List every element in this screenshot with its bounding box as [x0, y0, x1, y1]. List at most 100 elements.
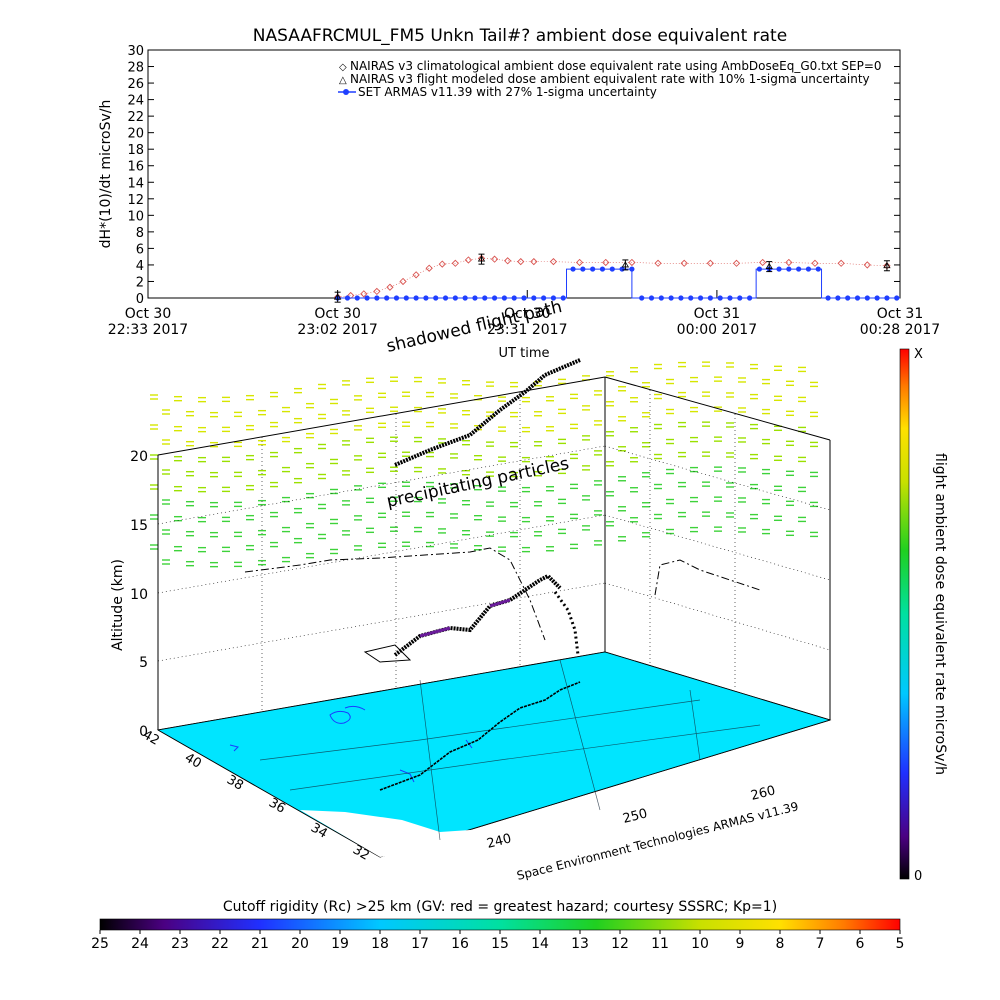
x-tick-label-time: 23:31 2017: [487, 322, 567, 338]
series-armas-line: [337, 268, 900, 299]
armas-point: [531, 295, 537, 301]
y-tick-label: 20: [127, 127, 144, 142]
armas-point: [452, 295, 458, 301]
rigidity-colorbar-gradient: [99, 918, 901, 931]
state-boundaries: [259, 659, 761, 841]
nairas-clim-point: [680, 259, 688, 267]
armas-point: [393, 295, 400, 301]
rigidity-tick-label: 6: [856, 936, 865, 952]
armas-point: [511, 295, 517, 301]
rigidity-colorbar: Cutoff rigidity (Rc) >25 km (GV: red = g…: [91, 899, 904, 952]
armas-point: [442, 295, 449, 301]
armas-point: [894, 295, 900, 301]
nairas-clim-point: [373, 287, 381, 296]
flight-path-purple-segment-2: [489, 598, 511, 608]
projection-dashed-left: [244, 547, 546, 641]
altitude-tick-label: 10: [130, 587, 148, 603]
flight-path: [393, 573, 562, 657]
armas-point: [786, 266, 792, 272]
nairas-clim-point: [386, 283, 394, 291]
y-tick-label: 2: [136, 275, 144, 290]
armas-point: [864, 295, 870, 301]
armas-point: [697, 295, 704, 301]
armas-point: [688, 295, 694, 301]
x-tick-label-time: 22:33 2017: [108, 322, 188, 338]
dose-colorbar-bottom: 0: [914, 869, 922, 884]
rigidity-tick-label: 23: [171, 936, 189, 952]
armas-point: [423, 295, 429, 301]
armas-point: [648, 295, 655, 301]
altitude-axis-label: Altitude (km): [110, 559, 126, 651]
rigidity-tick-label: 18: [371, 936, 389, 952]
armas-point: [344, 295, 351, 301]
nairas-clim-point: [654, 259, 662, 267]
latitude-tick-label: 34: [308, 820, 330, 841]
dose-colorbar-top: X: [914, 347, 923, 362]
y-tick-label: 6: [136, 242, 144, 257]
armas-point: [462, 295, 468, 301]
armas-point: [599, 266, 606, 272]
top-y-axis-label: dH*(10)/dt microSv/h: [98, 100, 114, 249]
y-tick-label: 8: [136, 226, 144, 241]
armas-point: [854, 295, 861, 301]
nairas-clim-point: [549, 257, 558, 266]
projection-dashed-right: [654, 559, 761, 596]
rigidity-tick-label: 24: [131, 936, 149, 952]
armas-point: [815, 266, 821, 272]
armas-point: [384, 295, 390, 301]
latitude-tick-label: 40: [182, 750, 204, 771]
armas-point: [570, 266, 576, 272]
armas-point: [501, 295, 507, 301]
nairas-flight-point: [333, 293, 342, 300]
longitude-axis: 240 250 260: [485, 783, 777, 852]
legend-entry-nairas-flight: NAIRAS v3 flight modeled dose ambient eq…: [350, 72, 870, 86]
armas-point: [737, 295, 743, 301]
dose-colorbar-gradient: [899, 348, 910, 880]
y-tick-label: 4: [136, 259, 144, 274]
armas-point: [541, 295, 547, 301]
latitude-tick-label: 32: [350, 842, 372, 863]
armas-point: [590, 266, 596, 272]
top-legend: ◇ NAIRAS v3 climatological ambient dose …: [338, 59, 882, 99]
x-tick-label-time: 00:28 2017: [860, 322, 940, 338]
start-marker: [363, 644, 412, 663]
rigidity-tick-label: 8: [776, 936, 785, 952]
longitude-tick-label: 260: [749, 783, 777, 804]
y-tick-label: 16: [127, 160, 144, 175]
rigidity-tick-label: 25: [91, 936, 109, 952]
armas-point: [550, 295, 557, 301]
nairas-clim-point: [602, 258, 610, 267]
precipitating-particles-label: precipitating particles: [385, 454, 571, 512]
y-tick-label: 0: [136, 292, 144, 307]
nairas-clim-point: [464, 256, 473, 264]
nairas-clim-point: [530, 257, 538, 266]
armas-point: [874, 295, 880, 301]
rigidity-tick-label: 22: [211, 936, 229, 952]
y-tick-label: 30: [127, 44, 144, 59]
armas-point: [668, 295, 674, 301]
armas-point: [629, 266, 635, 272]
map-features: [229, 705, 473, 783]
rigidity-tick-label: 13: [571, 936, 589, 952]
longitude-tick-label: 250: [621, 806, 649, 827]
y-tick-label: 28: [127, 61, 144, 76]
armas-point: [639, 295, 645, 301]
legend-armas-marker: [343, 89, 349, 95]
armas-point: [560, 295, 566, 301]
armas-point: [707, 295, 713, 301]
armas-point: [521, 295, 527, 301]
armas-point: [776, 266, 782, 272]
armas-point: [678, 295, 684, 301]
descent-trail: [553, 591, 580, 656]
nairas-flight-point: [477, 255, 486, 262]
nairas-flight-point: [883, 261, 891, 269]
armas-point: [717, 295, 723, 301]
rigidity-tick-label: 15: [491, 936, 509, 952]
y-tick-label: 22: [127, 110, 144, 125]
nairas-clim-point: [759, 258, 767, 267]
armas-point: [747, 295, 753, 301]
armas-point: [658, 295, 664, 301]
nairas-clim-point: [451, 259, 459, 267]
chart-title: NASAAFRCMUL_FM5 Unkn Tail#? ambient dose…: [253, 26, 787, 46]
x-tick-label-date: Oct 30: [125, 306, 171, 322]
